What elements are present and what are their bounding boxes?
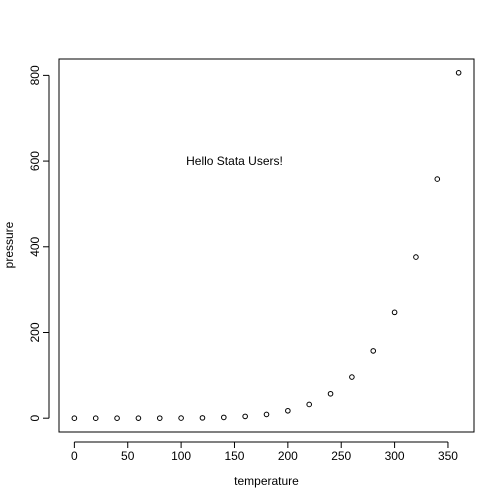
data-point	[242, 413, 248, 420]
data-point	[370, 348, 377, 354]
x-tick-label: 150	[224, 449, 244, 463]
data-point	[349, 374, 355, 380]
x-tick-label: 250	[331, 449, 351, 463]
x-tick-label: 100	[171, 449, 191, 463]
data-point	[71, 415, 78, 421]
data-point	[114, 415, 120, 421]
data-points	[71, 70, 462, 421]
x-tick-label: 300	[385, 449, 405, 463]
y-tick-label: 200	[28, 322, 42, 342]
x-tick-label: 350	[438, 449, 458, 463]
x-tick-label: 0	[71, 449, 78, 463]
plot-frame	[58, 58, 475, 433]
data-point	[263, 411, 270, 418]
x-axis-label: temperature	[234, 474, 299, 488]
data-point	[306, 401, 312, 408]
y-tick-label: 400	[28, 236, 42, 256]
y-tick-label: 0	[28, 415, 42, 422]
y-tick-label: 800	[28, 65, 42, 85]
data-point	[413, 254, 419, 260]
data-point	[135, 415, 142, 421]
data-point	[285, 407, 291, 414]
data-point	[156, 415, 163, 421]
data-point	[327, 390, 334, 397]
y-axis-label: pressure	[2, 221, 16, 268]
y-tick-label: 600	[28, 151, 42, 171]
axes: 0 50 100 150 200 250 300 350 0 200 400 600 800	[28, 65, 458, 463]
data-point	[221, 414, 227, 421]
x-tick-label: 50	[121, 449, 135, 463]
data-point	[391, 309, 398, 316]
data-point	[92, 415, 99, 421]
data-point	[455, 70, 462, 76]
data-point	[178, 415, 184, 421]
annotation-text: Hello Stata Users!	[186, 154, 283, 168]
data-point	[434, 176, 441, 182]
data-point	[199, 415, 206, 421]
x-tick-label: 200	[278, 449, 298, 463]
